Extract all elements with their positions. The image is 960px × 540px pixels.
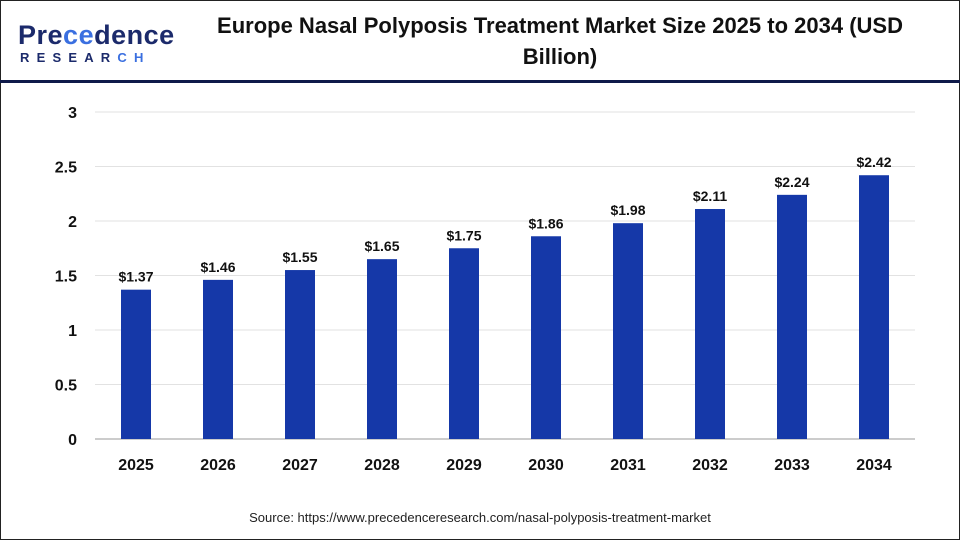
header-divider (0, 80, 960, 83)
chart-title: Europe Nasal Polyposis Treatment Market … (217, 13, 903, 69)
x-tick-label-2025: 2025 (118, 457, 154, 474)
y-tick-label: 2.5 (55, 160, 77, 177)
data-label-2025: $1.37 (118, 269, 153, 285)
x-tick-label-2033: 2033 (774, 457, 810, 474)
x-tick-label-2029: 2029 (446, 457, 482, 474)
data-label-2030: $1.86 (528, 215, 563, 231)
bar-2026 (203, 279, 233, 439)
data-label-2028: $1.65 (364, 238, 399, 254)
bar-2028 (367, 259, 397, 439)
logo-wordmark: Precedence (18, 20, 175, 50)
y-tick-label: 0.5 (55, 378, 77, 395)
bar-2029 (449, 248, 479, 439)
precedence-research-logo: Precedence RESEARCH (18, 20, 174, 65)
bar-2027 (285, 270, 315, 439)
y-tick-label: 0 (68, 432, 77, 449)
x-tick-label-2032: 2032 (692, 457, 728, 474)
data-label-2033: $2.24 (774, 174, 809, 190)
data-label-2029: $1.75 (446, 227, 481, 243)
bar-2031 (613, 223, 643, 439)
bar-2030 (531, 236, 561, 439)
y-tick-label: 1.5 (55, 269, 77, 286)
x-tick-label-2027: 2027 (282, 457, 318, 474)
x-tick-label-2031: 2031 (610, 457, 646, 474)
data-label-2032: $2.11 (693, 188, 727, 204)
y-tick-label: 3 (68, 105, 77, 122)
logo-subtext: RESEARCH (20, 50, 151, 65)
source-text: Source: https://www.precedenceresearch.c… (249, 510, 711, 525)
bar-2034 (859, 175, 889, 439)
y-tick-label: 2 (68, 214, 77, 231)
x-tick-label-2030: 2030 (528, 457, 564, 474)
data-label-2027: $1.55 (282, 249, 317, 265)
data-label-2034: $2.42 (856, 154, 891, 170)
bar-2025 (121, 289, 151, 439)
data-label-2031: $1.98 (610, 202, 645, 218)
x-tick-label-2028: 2028 (364, 457, 400, 474)
bar-2033 (777, 194, 807, 439)
data-label-2026: $1.46 (200, 259, 235, 275)
bar-2032 (695, 209, 725, 439)
y-tick-label: 1 (68, 323, 77, 340)
x-tick-label-2026: 2026 (200, 457, 236, 474)
x-tick-label-2034: 2034 (856, 457, 892, 474)
